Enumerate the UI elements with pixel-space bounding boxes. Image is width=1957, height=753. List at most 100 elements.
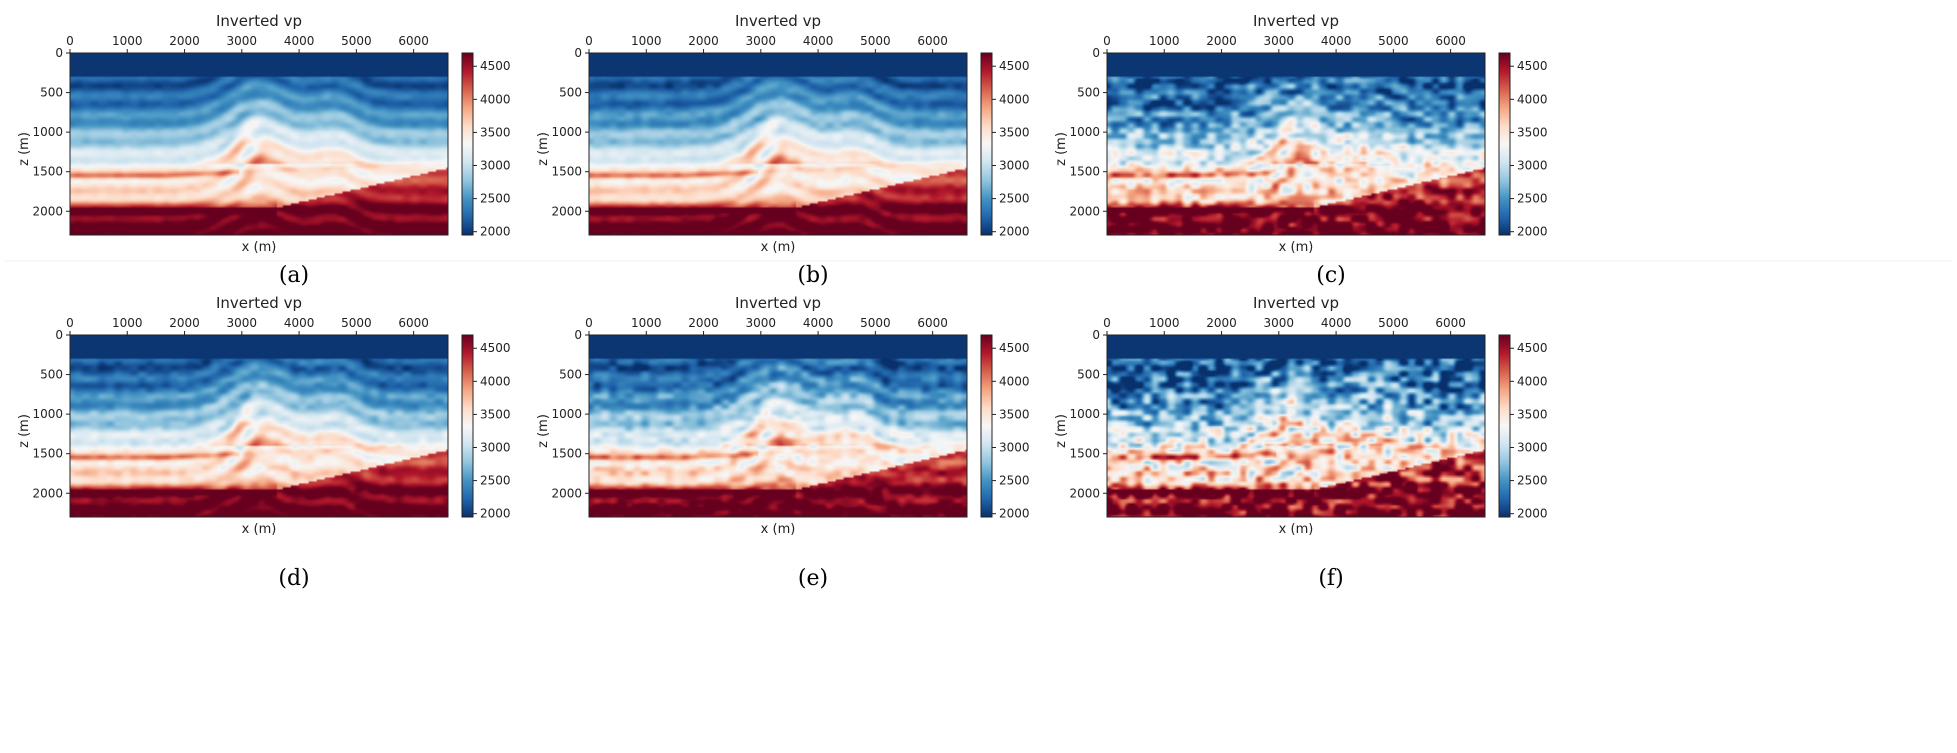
x-axis-label: x (m) bbox=[761, 522, 796, 537]
y-tick-label: 1500 bbox=[32, 447, 63, 461]
y-tick-label: 1000 bbox=[1069, 407, 1100, 421]
x-tick-label: 4000 bbox=[284, 34, 315, 48]
colorbar-tick-label: 3500 bbox=[999, 407, 1030, 421]
x-tick-label: 1000 bbox=[1149, 34, 1180, 48]
x-tick-label: 4000 bbox=[284, 316, 315, 330]
panel-label: (d) bbox=[278, 566, 309, 591]
y-tick-label: 1500 bbox=[551, 447, 582, 461]
colorbar-tick-label: 2000 bbox=[1517, 225, 1548, 239]
colorbar bbox=[1498, 334, 1511, 518]
colorbar-tick-label: 2500 bbox=[1517, 474, 1548, 488]
x-tick-label: 1000 bbox=[112, 316, 143, 330]
x-axis-label: x (m) bbox=[1279, 240, 1314, 255]
x-axis-label: x (m) bbox=[242, 240, 277, 255]
x-tick-label: 0 bbox=[585, 34, 593, 48]
chart-title: Inverted vp bbox=[1253, 294, 1339, 312]
x-tick-label: 6000 bbox=[917, 34, 948, 48]
colorbar-tick-label: 4000 bbox=[1517, 374, 1548, 388]
colorbar bbox=[461, 52, 474, 236]
x-tick-label: 3000 bbox=[227, 316, 258, 330]
x-tick-label: 6000 bbox=[1435, 34, 1466, 48]
y-tick-label: 0 bbox=[1092, 46, 1100, 60]
y-tick-label: 1000 bbox=[1069, 125, 1100, 139]
colorbar-tick-label: 4000 bbox=[480, 374, 511, 388]
x-tick-label: 0 bbox=[1103, 316, 1111, 330]
x-tick-label: 6000 bbox=[917, 316, 948, 330]
velocity-heatmap bbox=[1107, 53, 1485, 235]
x-tick-label: 5000 bbox=[1378, 316, 1409, 330]
colorbar-tick-label: 3000 bbox=[999, 159, 1030, 173]
x-tick-label: 2000 bbox=[688, 34, 719, 48]
colorbar-tick-label: 3000 bbox=[999, 441, 1030, 455]
y-tick-label: 500 bbox=[40, 368, 63, 382]
x-tick-label: 4000 bbox=[803, 316, 834, 330]
y-axis-label: z (m) bbox=[1054, 414, 1069, 448]
y-axis-label: z (m) bbox=[536, 414, 551, 448]
colorbar-tick-label: 4500 bbox=[999, 59, 1030, 73]
y-tick-label: 500 bbox=[559, 86, 582, 100]
y-tick-label: 2000 bbox=[32, 486, 63, 500]
x-tick-label: 3000 bbox=[1264, 316, 1295, 330]
x-tick-label: 5000 bbox=[341, 316, 372, 330]
y-tick-label: 0 bbox=[1092, 328, 1100, 342]
chart-title: Inverted vp bbox=[216, 12, 302, 30]
colorbar-tick-label: 2500 bbox=[1517, 192, 1548, 206]
colorbar-tick-label: 4500 bbox=[999, 341, 1030, 355]
x-tick-label: 5000 bbox=[860, 34, 891, 48]
x-tick-label: 1000 bbox=[631, 34, 662, 48]
colorbar-tick-label: 3500 bbox=[1517, 125, 1548, 139]
x-axis-label: x (m) bbox=[1279, 522, 1314, 537]
y-tick-label: 2000 bbox=[32, 204, 63, 218]
y-tick-label: 0 bbox=[574, 46, 582, 60]
x-tick-label: 3000 bbox=[227, 34, 258, 48]
colorbar bbox=[461, 334, 474, 518]
velocity-heatmap bbox=[70, 53, 448, 235]
colorbar-tick-label: 2500 bbox=[480, 474, 511, 488]
chart-title: Inverted vp bbox=[735, 12, 821, 30]
panel-label: (a) bbox=[279, 263, 309, 288]
y-tick-label: 1500 bbox=[551, 165, 582, 179]
colorbar-tick-label: 4000 bbox=[1517, 92, 1548, 106]
plot-frame bbox=[1106, 334, 1486, 518]
x-tick-label: 3000 bbox=[746, 34, 777, 48]
x-tick-label: 1000 bbox=[631, 316, 662, 330]
colorbar-tick-label: 4000 bbox=[480, 92, 511, 106]
panel-label: (c) bbox=[1316, 263, 1346, 288]
x-tick-label: 0 bbox=[66, 316, 74, 330]
y-axis-label: z (m) bbox=[17, 132, 32, 166]
y-tick-label: 500 bbox=[40, 86, 63, 100]
colorbar-tick-label: 3500 bbox=[999, 125, 1030, 139]
y-tick-label: 1000 bbox=[32, 407, 63, 421]
colorbar bbox=[980, 334, 993, 518]
x-tick-label: 6000 bbox=[398, 34, 429, 48]
colorbar-tick-label: 3000 bbox=[1517, 441, 1548, 455]
colorbar-tick-label: 2000 bbox=[1517, 507, 1548, 521]
y-tick-label: 1000 bbox=[32, 125, 63, 139]
chart-title: Inverted vp bbox=[216, 294, 302, 312]
colorbar-tick-label: 2500 bbox=[999, 474, 1030, 488]
y-tick-label: 1000 bbox=[551, 125, 582, 139]
x-tick-label: 1000 bbox=[112, 34, 143, 48]
subplot-b: Inverted vp 0 1000 2000 3000 4000 5000 6000 0 500… bbox=[536, 12, 1030, 288]
chart-title: Inverted vp bbox=[735, 294, 821, 312]
colorbar-tick-label: 4500 bbox=[1517, 341, 1548, 355]
colorbar-tick-label: 3000 bbox=[480, 159, 511, 173]
colorbar-tick-label: 2500 bbox=[999, 192, 1030, 206]
colorbar-tick-label: 3500 bbox=[1517, 407, 1548, 421]
y-tick-label: 2000 bbox=[1069, 204, 1100, 218]
y-tick-label: 500 bbox=[559, 368, 582, 382]
chart-title: Inverted vp bbox=[1253, 12, 1339, 30]
colorbar bbox=[1498, 52, 1511, 236]
subplot-f: Inverted vp 0 1000 2000 3000 4000 5000 6000 0 500… bbox=[1054, 294, 1548, 591]
colorbar-tick-label: 4000 bbox=[999, 92, 1030, 106]
panel-label: (f) bbox=[1318, 566, 1343, 591]
colorbar-tick-label: 4500 bbox=[480, 59, 511, 73]
y-tick-label: 1000 bbox=[551, 407, 582, 421]
y-tick-label: 0 bbox=[55, 328, 63, 342]
colorbar-tick-label: 2000 bbox=[480, 225, 511, 239]
x-tick-label: 2000 bbox=[169, 316, 200, 330]
colorbar-tick-label: 3000 bbox=[480, 441, 511, 455]
y-tick-label: 500 bbox=[1077, 86, 1100, 100]
subplot-e: Inverted vp 0 1000 2000 3000 4000 5000 6000 0 500… bbox=[536, 294, 1030, 591]
